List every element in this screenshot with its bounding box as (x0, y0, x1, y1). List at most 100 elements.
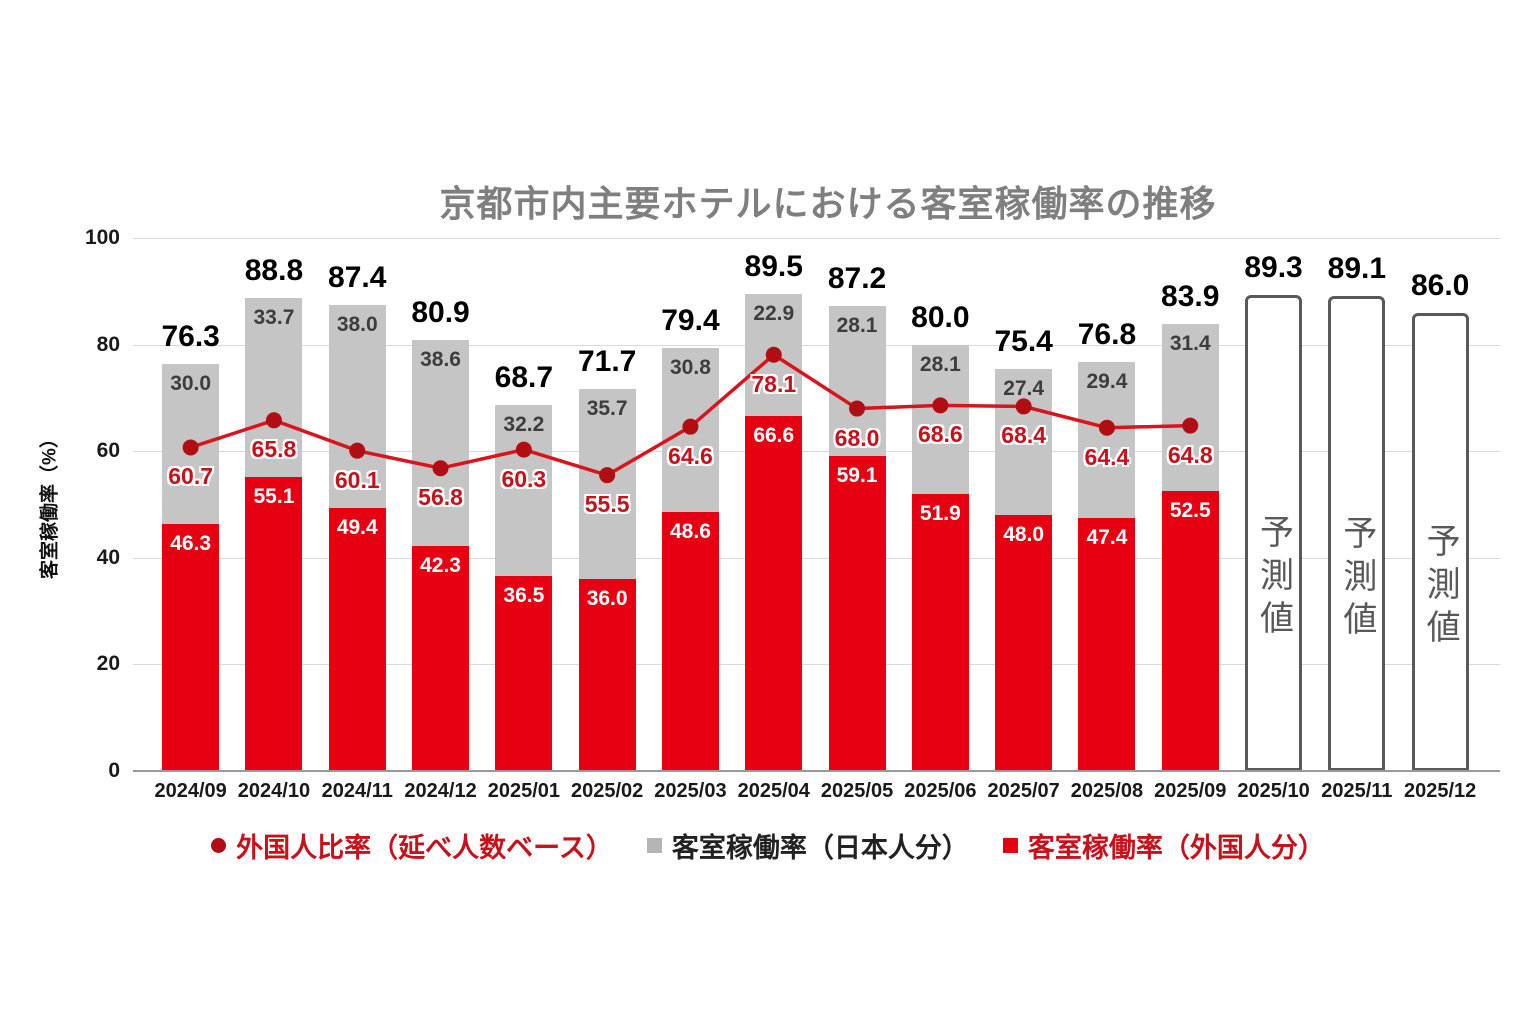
japanese-value-label: 31.4 (1169, 331, 1211, 355)
legend-label-japanese-occupancy: 客室稼働率（日本人分） (671, 833, 969, 863)
forecast-bar (1328, 296, 1386, 771)
line-value-label: 64.4 (1084, 443, 1130, 470)
total-value-label: 89.1 (1327, 252, 1387, 286)
japanese-value-label: 38.6 (420, 347, 461, 371)
japanese-value-label: 27.4 (1003, 377, 1045, 401)
line-value-label: 64.8 (1167, 441, 1213, 468)
x-tick-label: 2025/09 (1154, 780, 1227, 802)
x-tick-label: 2025/03 (654, 780, 727, 802)
legend-item-japanese-occupancy: 客室稼働率（日本人分） (646, 826, 969, 865)
x-tick-label: 2024/11 (321, 780, 393, 802)
total-value-label: 87.2 (827, 262, 887, 296)
line-value-label: 60.7 (168, 463, 214, 490)
foreign-value-label: 48.0 (1003, 523, 1045, 547)
line-value-label: 78.1 (751, 370, 797, 397)
total-value-label: 80.0 (911, 300, 970, 334)
japanese-value-label: 30.8 (670, 355, 711, 379)
japanese-value-label: 30.0 (170, 372, 212, 396)
line-value-label: 56.8 (418, 484, 463, 511)
japanese-value-label: 28.1 (836, 314, 878, 338)
x-axis-line (133, 770, 1500, 772)
foreign-value-label: 42.3 (420, 553, 461, 577)
bar-foreign-segment (661, 511, 719, 771)
x-tick-label: 2025/12 (1403, 780, 1477, 802)
foreign-value-label: 46.3 (170, 532, 212, 556)
line-value-label: 60.3 (501, 465, 547, 492)
total-value-label: 87.4 (328, 261, 387, 295)
total-value-label: 76.3 (161, 320, 220, 354)
x-tick-label: 2025/01 (487, 780, 560, 802)
foreign-value-label: 55.1 (253, 485, 295, 509)
total-value-label: 86.0 (1410, 268, 1470, 302)
bar-foreign-segment (745, 416, 803, 771)
total-value-label: 88.8 (244, 253, 304, 287)
total-value-label: 89.5 (744, 249, 803, 283)
foreign-value-label: 59.1 (836, 463, 878, 487)
japanese-value-label: 29.4 (1086, 369, 1128, 393)
legend-label-foreigner-occupancy: 客室稼働率（外国人分） (1027, 833, 1325, 863)
legend-label-foreigner-ratio: 外国人比率（延べ人数ベース） (236, 833, 613, 863)
forecast-bar-label: 予測値 (1254, 513, 1293, 643)
total-value-label: 76.8 (1077, 317, 1137, 351)
red-square-marker-icon (1002, 838, 1018, 853)
foreign-value-label: 51.9 (919, 502, 961, 526)
y-tick-label: 100 (84, 226, 120, 249)
foreign-value-label: 36.5 (503, 584, 545, 608)
bar-foreign-segment (1078, 518, 1136, 771)
x-tick-label: 2024/09 (154, 780, 227, 802)
japanese-value-label: 28.1 (919, 352, 961, 376)
bar-foreign-segment (828, 455, 886, 771)
japanese-value-label: 38.0 (336, 313, 378, 337)
total-value-label: 89.3 (1244, 251, 1303, 285)
gray-square-marker-icon (646, 838, 662, 853)
legend-item-foreigner-occupancy: 客室稼働率（外国人分） (1002, 826, 1325, 865)
gridline (133, 664, 1500, 666)
foreign-value-label: 49.4 (336, 515, 378, 539)
legend-item-foreigner-ratio-line: 外国人比率（延べ人数ベース） (211, 826, 613, 865)
line-value-label: 68.0 (834, 424, 880, 451)
x-tick-label: 2025/11 (1321, 780, 1393, 802)
total-value-label: 75.4 (994, 325, 1053, 359)
forecast-bar-label: 予測値 (1421, 523, 1460, 653)
foreign-value-label: 47.4 (1086, 526, 1128, 550)
gridline (133, 557, 1500, 559)
y-tick-label: 80 (96, 332, 120, 356)
line-value-label: 55.5 (584, 491, 630, 518)
total-value-label: 83.9 (1161, 279, 1220, 313)
chart-title: 京都市内主要ホテルにおける客室稼働率の推移 (439, 183, 1217, 224)
x-tick-label: 2025/04 (737, 780, 810, 802)
japanese-value-label: 32.2 (503, 412, 545, 436)
y-tick-label: 20 (96, 652, 120, 676)
line-value-label: 65.8 (251, 436, 297, 463)
foreign-value-label: 48.6 (670, 519, 711, 543)
x-tick-label: 2025/08 (1070, 780, 1144, 802)
x-tick-label: 2025/02 (570, 780, 644, 802)
line-value-label: 60.1 (334, 466, 380, 493)
foreign-value-label: 36.0 (586, 587, 628, 611)
japanese-value-label: 33.7 (253, 305, 295, 329)
x-tick-label: 2024/12 (404, 780, 477, 802)
x-tick-label: 2025/06 (904, 780, 977, 802)
total-value-label: 71.7 (577, 344, 637, 378)
bar-foreign-segment (162, 524, 220, 771)
japanese-value-label: 35.7 (586, 396, 628, 420)
forecast-bar-label: 予測値 (1337, 514, 1376, 644)
total-value-label: 80.9 (411, 295, 470, 329)
forecast-bar (1411, 312, 1469, 771)
bar-foreign-segment (328, 507, 386, 771)
line-value-label: 68.4 (1001, 422, 1047, 449)
line-value-label: 68.6 (917, 421, 963, 448)
y-tick-label: 0 (108, 759, 120, 782)
y-tick-label: 40 (96, 545, 120, 569)
japanese-value-label: 22.9 (753, 301, 795, 325)
total-value-label: 68.7 (494, 360, 554, 394)
x-tick-label: 2024/10 (237, 780, 311, 802)
bar-foreign-segment (578, 579, 636, 771)
total-value-label: 79.4 (661, 303, 720, 337)
line-series-dot-icon (211, 838, 227, 853)
bar-foreign-segment (245, 477, 303, 771)
x-tick-label: 2025/10 (1237, 780, 1310, 802)
bar-foreign-segment (1161, 491, 1219, 771)
x-tick-label: 2025/05 (820, 780, 894, 802)
